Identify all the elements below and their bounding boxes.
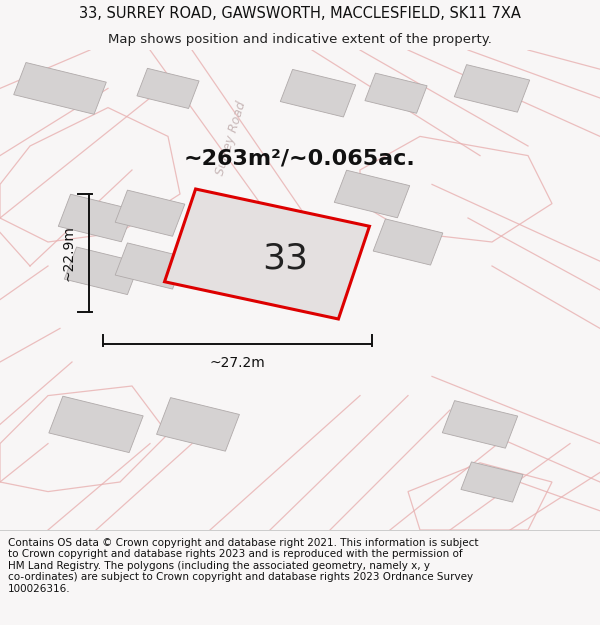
Text: ~27.2m: ~27.2m — [210, 356, 265, 370]
Text: Map shows position and indicative extent of the property.: Map shows position and indicative extent… — [108, 32, 492, 46]
Polygon shape — [115, 243, 185, 289]
Polygon shape — [334, 170, 410, 217]
Polygon shape — [280, 69, 356, 117]
Text: Surrey Road: Surrey Road — [214, 100, 248, 178]
Polygon shape — [454, 64, 530, 112]
Polygon shape — [14, 62, 106, 114]
Text: ~22.9m: ~22.9m — [62, 225, 76, 281]
Text: ~263m²/~0.065ac.: ~263m²/~0.065ac. — [184, 148, 416, 168]
Polygon shape — [164, 189, 370, 319]
Polygon shape — [373, 219, 443, 265]
Polygon shape — [49, 396, 143, 452]
Text: 33: 33 — [262, 242, 308, 276]
Polygon shape — [442, 401, 518, 448]
Text: Contains OS data © Crown copyright and database right 2021. This information is : Contains OS data © Crown copyright and d… — [8, 538, 479, 594]
Polygon shape — [157, 398, 239, 451]
Polygon shape — [64, 247, 140, 294]
Polygon shape — [365, 73, 427, 113]
Polygon shape — [115, 190, 185, 236]
Polygon shape — [461, 462, 523, 502]
Polygon shape — [58, 194, 134, 242]
Text: 33, SURREY ROAD, GAWSWORTH, MACCLESFIELD, SK11 7XA: 33, SURREY ROAD, GAWSWORTH, MACCLESFIELD… — [79, 6, 521, 21]
Polygon shape — [137, 68, 199, 109]
